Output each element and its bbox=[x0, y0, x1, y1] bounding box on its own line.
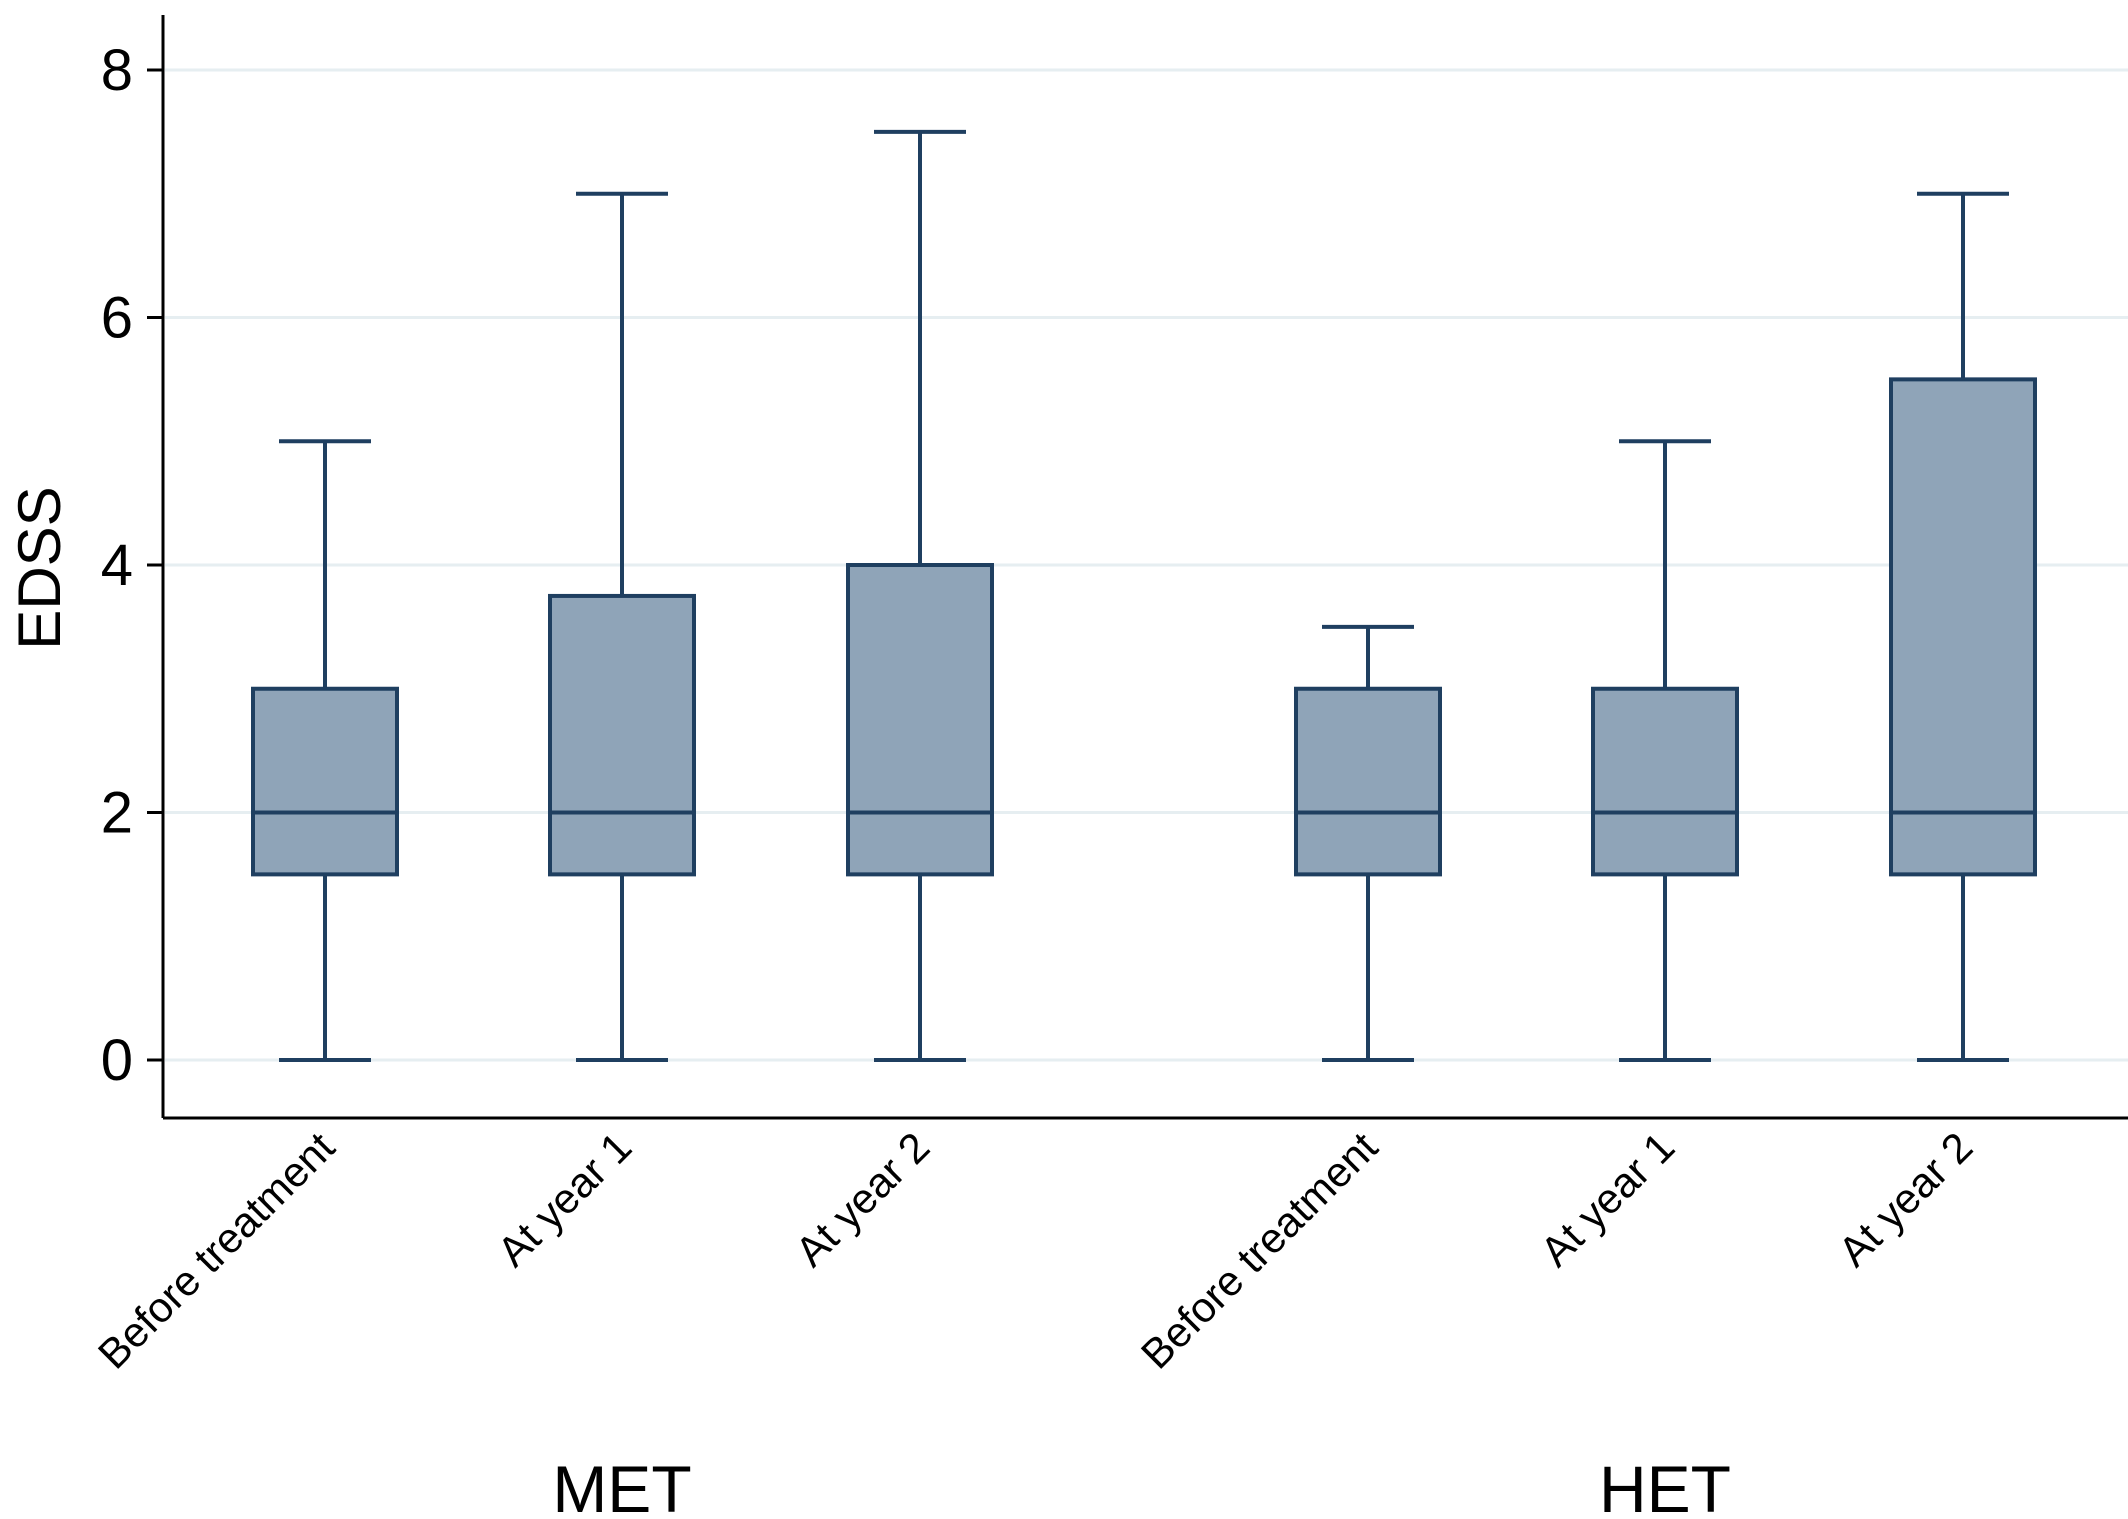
group-label-met: MET bbox=[552, 1452, 691, 1519]
het-box-3 bbox=[1889, 191, 2037, 1062]
y-tick-label-4: 4 bbox=[101, 533, 133, 598]
y-tick-label-6: 6 bbox=[101, 286, 133, 351]
met-box-3 bbox=[846, 129, 994, 1062]
x-tick-label-met-2: At year 1 bbox=[488, 1123, 640, 1275]
het-box-1-iqr bbox=[1294, 686, 1442, 877]
group-labels: MET HET bbox=[552, 1452, 1731, 1519]
met-box-2 bbox=[548, 191, 696, 1062]
het-box-1 bbox=[1294, 624, 1442, 1062]
met-box-1 bbox=[251, 439, 399, 1062]
x-tick-label-met-1: Before treatment bbox=[89, 1123, 344, 1378]
y-tick-label-0: 0 bbox=[101, 1028, 133, 1093]
met-box-2-iqr bbox=[548, 593, 696, 877]
box-plots bbox=[251, 129, 2037, 1062]
x-tick-label-met-3: At year 2 bbox=[786, 1123, 938, 1275]
x-tick-label-het-1: Before treatment bbox=[1132, 1123, 1387, 1378]
y-axis-label: EDSS bbox=[6, 486, 73, 649]
x-tick-label-het-3: At year 2 bbox=[1829, 1123, 1981, 1275]
x-tick-labels: Before treatment At year 1 At year 2 Before… bbox=[89, 1123, 1981, 1378]
het-box-3-iqr bbox=[1889, 377, 2037, 877]
y-ticks: 0 2 4 6 8 bbox=[101, 38, 163, 1093]
met-box-1-iqr bbox=[251, 686, 399, 877]
het-box-2 bbox=[1591, 439, 1739, 1062]
y-tick-label-2: 2 bbox=[101, 781, 133, 846]
het-box-2-iqr bbox=[1591, 686, 1739, 877]
y-tick-label-8: 8 bbox=[101, 38, 133, 103]
group-label-het: HET bbox=[1599, 1452, 1731, 1519]
x-tick-label-het-2: At year 1 bbox=[1531, 1123, 1683, 1275]
met-box-3-iqr bbox=[846, 563, 994, 877]
grid-lines bbox=[165, 68, 2128, 1062]
